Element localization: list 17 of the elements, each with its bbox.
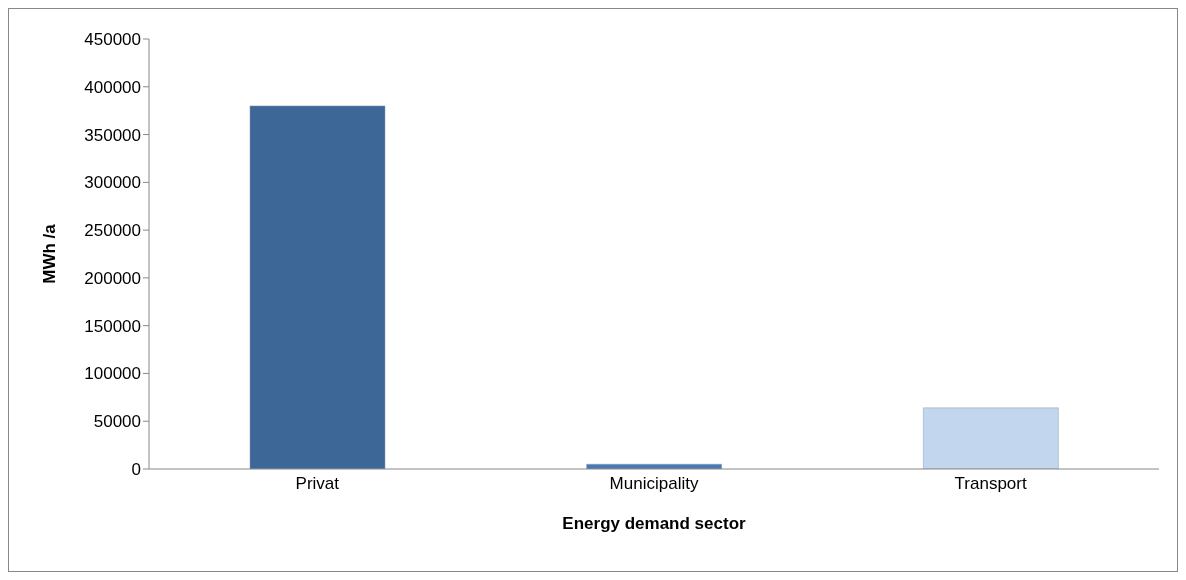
y-tick-label: 0 xyxy=(131,460,141,480)
y-tick-label: 200000 xyxy=(84,268,141,288)
y-tick-label: 350000 xyxy=(84,125,141,145)
y-tick-label: 100000 xyxy=(84,364,141,384)
bar xyxy=(249,105,386,469)
y-tick-label: 250000 xyxy=(84,221,141,241)
y-axis-title: MWh /a xyxy=(40,223,60,284)
y-tick-label: 150000 xyxy=(84,316,141,336)
x-axis-title: Energy demand sector xyxy=(562,514,747,533)
y-tick-label: 300000 xyxy=(84,173,141,193)
x-tick-label: Municipality xyxy=(609,474,699,494)
y-tick-label: 400000 xyxy=(84,77,141,97)
y-tick-label: 450000 xyxy=(84,30,141,50)
x-tick-label: Privat xyxy=(295,474,340,494)
y-tick-label: 50000 xyxy=(93,412,141,432)
bar xyxy=(923,407,1059,469)
x-tick-label: Transport xyxy=(954,474,1027,494)
